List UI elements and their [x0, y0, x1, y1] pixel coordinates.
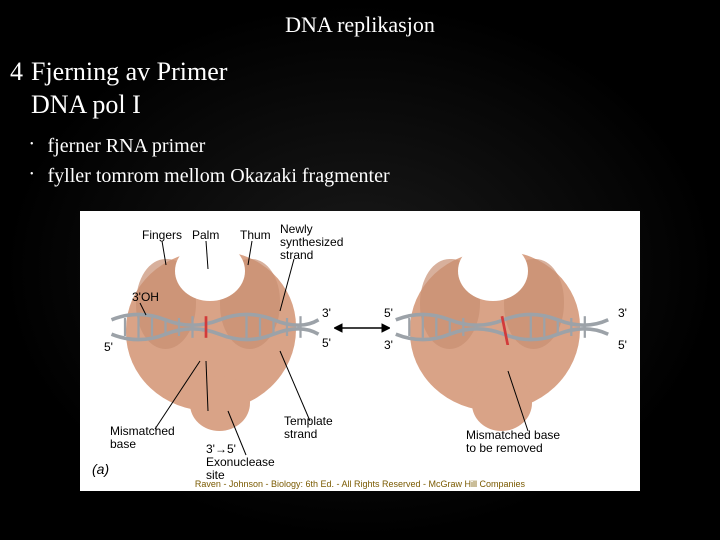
heading: 4 Fjerning av Primer DNA pol I [0, 38, 720, 129]
heading-line2: DNA pol I [31, 90, 141, 119]
label-3oh: 3'OH [132, 291, 159, 304]
bullet-text: fjerner RNA primer [48, 133, 206, 159]
heading-text: Fjerning av Primer DNA pol I [31, 56, 227, 121]
label-5-r1: 5' [384, 307, 393, 320]
heading-number: 4 [10, 56, 23, 87]
label-3-r2: 3' [618, 307, 627, 320]
label-mismatch-right: Mismatched base to be removed [466, 429, 560, 455]
label-3-left: 3' [322, 307, 331, 320]
label-template: Template strand [284, 415, 333, 441]
label-5-left: 5' [104, 341, 113, 354]
figure: Fingers Palm Thum Newly synthesized stra… [80, 211, 640, 491]
bullet-icon: • [30, 133, 34, 157]
bullet-list: • fjerner RNA primer • fyller tomrom mel… [0, 129, 720, 203]
label-5-r2: 5' [618, 339, 627, 352]
label-3-r1: 3' [384, 339, 393, 352]
bullet-text: fyller tomrom mellom Okazaki fragmenter [48, 163, 390, 189]
list-item: • fyller tomrom mellom Okazaki fragmente… [30, 163, 700, 189]
citation: Raven - Johnson - Biology: 6th Ed. - All… [80, 479, 640, 489]
slide-title: DNA replikasjon [0, 0, 720, 38]
label-exo: 3'→5' Exonuclease site [206, 443, 275, 483]
label-mismatch-left: Mismatched base [110, 425, 175, 451]
label-5-leftend: 5' [322, 337, 331, 350]
heading-line1: Fjerning av Primer [31, 57, 227, 86]
bullet-icon: • [30, 163, 34, 187]
list-item: • fjerner RNA primer [30, 133, 700, 159]
label-axis-a: (a) [92, 461, 109, 477]
